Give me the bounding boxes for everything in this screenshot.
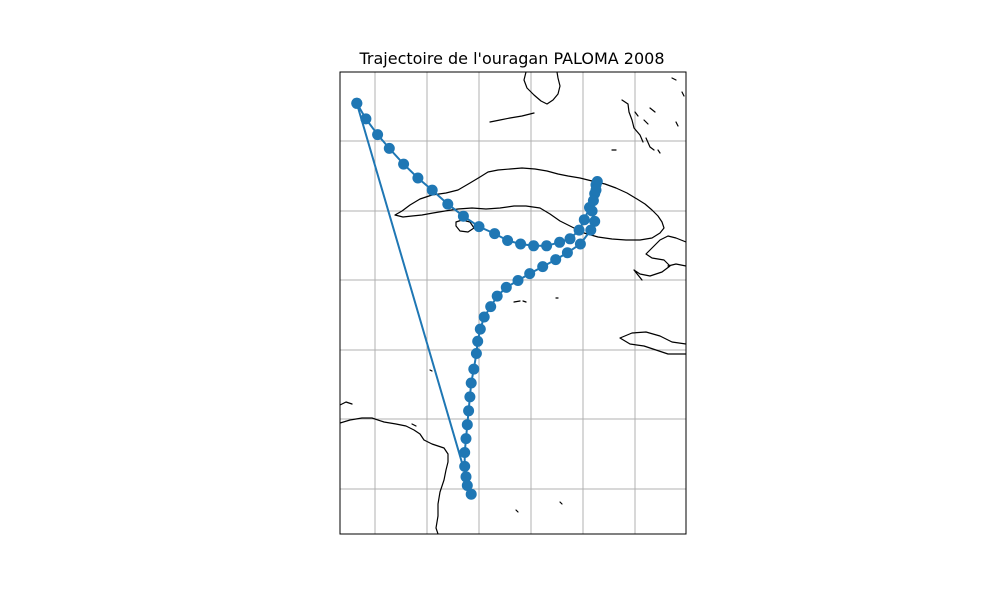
track-point xyxy=(372,129,384,141)
hurricane-track xyxy=(351,97,603,500)
track-point xyxy=(360,113,372,125)
track-line xyxy=(355,102,599,495)
track-point xyxy=(515,238,527,250)
hispaniola-coast xyxy=(633,235,686,281)
track-point xyxy=(460,433,472,445)
track-point xyxy=(589,215,601,227)
track-point xyxy=(463,405,475,417)
track-point xyxy=(550,254,562,266)
track-point xyxy=(500,281,512,293)
track-point xyxy=(528,240,540,252)
track-point xyxy=(461,480,473,491)
track-point xyxy=(586,205,598,217)
map-frame xyxy=(339,71,687,535)
track-point xyxy=(351,97,363,109)
track-point xyxy=(442,198,454,210)
track-point xyxy=(465,488,477,500)
track-point xyxy=(459,447,471,458)
track-point xyxy=(554,236,566,248)
track-point xyxy=(590,184,602,196)
track-point xyxy=(585,224,597,236)
map-area xyxy=(340,72,686,534)
track-point xyxy=(474,323,486,335)
cayman-islands xyxy=(513,297,559,303)
track-point xyxy=(470,348,482,359)
track-point xyxy=(541,240,553,252)
track-point xyxy=(537,261,549,273)
gridlines xyxy=(340,72,686,534)
small-islands xyxy=(411,369,563,513)
track-point xyxy=(459,460,471,472)
track-point xyxy=(472,335,484,347)
track-point xyxy=(491,290,503,302)
track-point xyxy=(468,363,480,375)
track-point xyxy=(457,210,469,222)
jamaica-coast xyxy=(619,331,686,355)
track-point xyxy=(398,158,410,170)
keys-coast xyxy=(489,112,535,123)
track-point xyxy=(426,184,438,196)
track-point xyxy=(478,311,490,323)
track-point xyxy=(591,176,603,187)
track-point xyxy=(464,391,476,403)
track-point xyxy=(574,238,586,250)
track-point xyxy=(512,275,524,286)
track-point xyxy=(578,214,590,226)
florida-coast xyxy=(523,72,561,105)
track-point xyxy=(564,233,576,245)
bahamas-islands xyxy=(611,77,685,154)
track-point xyxy=(489,228,501,240)
south-america-coast xyxy=(340,401,449,534)
track-point xyxy=(460,471,472,483)
track-point xyxy=(485,301,497,313)
cuba-coast xyxy=(394,167,665,241)
track-point xyxy=(473,221,485,233)
track-point xyxy=(502,235,514,246)
track-point xyxy=(561,247,573,259)
track-point xyxy=(461,419,473,431)
map-title: Trajectoire de l'ouragan PALOMA 2008 xyxy=(358,49,664,68)
track-point xyxy=(587,195,599,207)
track-point xyxy=(412,172,424,184)
track-point xyxy=(573,224,585,236)
track-point xyxy=(465,377,477,389)
track-point xyxy=(383,142,395,154)
track-point xyxy=(524,268,536,280)
coastlines xyxy=(340,72,686,534)
